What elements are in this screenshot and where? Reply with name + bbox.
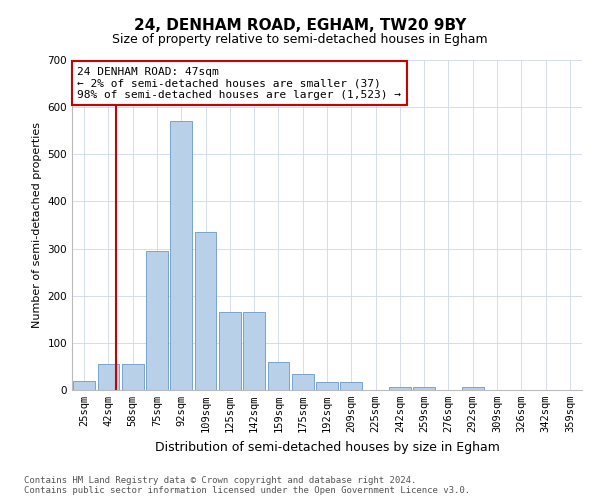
Bar (340, 382, 362, 390)
Bar (389, 386, 411, 390)
Text: Size of property relative to semi-detached houses in Egham: Size of property relative to semi-detach… (112, 32, 488, 46)
Text: 24 DENHAM ROAD: 47sqm
← 2% of semi-detached houses are smaller (37)
98% of semi-: 24 DENHAM ROAD: 47sqm ← 2% of semi-detac… (77, 66, 401, 100)
Bar (243, 312, 265, 390)
Bar (316, 382, 338, 390)
Bar (146, 251, 168, 390)
Bar (219, 312, 241, 390)
Bar (122, 364, 143, 390)
Text: Contains HM Land Registry data © Crown copyright and database right 2024.
Contai: Contains HM Land Registry data © Crown c… (24, 476, 470, 495)
Bar (73, 380, 95, 390)
Bar (413, 386, 435, 390)
X-axis label: Distribution of semi-detached houses by size in Egham: Distribution of semi-detached houses by … (155, 440, 499, 454)
Bar (97, 364, 119, 390)
Text: 24, DENHAM ROAD, EGHAM, TW20 9BY: 24, DENHAM ROAD, EGHAM, TW20 9BY (134, 18, 466, 32)
Bar (170, 122, 192, 390)
Bar (194, 232, 217, 390)
Bar (462, 386, 484, 390)
Bar (292, 374, 314, 390)
Y-axis label: Number of semi-detached properties: Number of semi-detached properties (32, 122, 42, 328)
Bar (268, 362, 289, 390)
